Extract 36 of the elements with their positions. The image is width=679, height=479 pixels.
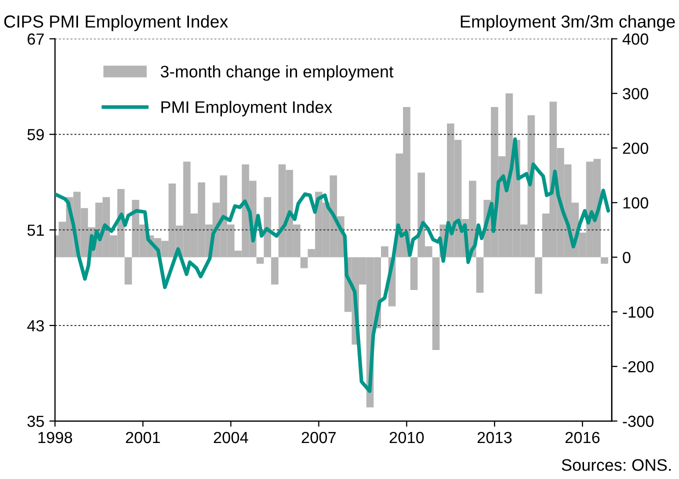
bar bbox=[600, 257, 608, 264]
x-tick-label: 2004 bbox=[214, 432, 248, 444]
x-tick-label: 2007 bbox=[302, 432, 336, 444]
bar bbox=[476, 257, 484, 293]
x-tick-label: 1998 bbox=[38, 432, 72, 444]
bar bbox=[432, 257, 440, 350]
bar bbox=[410, 257, 418, 290]
source-note: Sources: ONS. bbox=[562, 459, 671, 471]
y-axis-title: CIPS PMI Employment Index bbox=[4, 14, 228, 32]
bar bbox=[271, 257, 278, 285]
y-tick-label: 43 bbox=[27, 320, 44, 332]
y2-tick-label: 400 bbox=[622, 33, 648, 45]
y-tick-label: 51 bbox=[27, 224, 44, 236]
y2-tick-label: -300 bbox=[622, 416, 654, 427]
y-tick-label: 67 bbox=[28, 33, 44, 45]
x-tick-label: 2016 bbox=[566, 432, 600, 444]
bar bbox=[256, 257, 264, 264]
bar bbox=[124, 257, 132, 285]
y2-tick-label: 100 bbox=[623, 197, 648, 209]
x-tick-label: 2010 bbox=[390, 432, 424, 444]
bar bbox=[534, 257, 542, 294]
line-series bbox=[55, 137, 610, 393]
y2-tick-label: -100 bbox=[622, 306, 654, 318]
y2-tick-label: -200 bbox=[622, 361, 654, 372]
legend-label: 3-month change in employment bbox=[160, 65, 394, 81]
bar bbox=[300, 257, 308, 268]
x-tick-label: 2013 bbox=[478, 432, 512, 444]
y-tick-label: 59 bbox=[27, 128, 44, 140]
legend-label: PMI Employment Index bbox=[161, 100, 332, 116]
y2-tick-label: 300 bbox=[622, 88, 648, 100]
y-tick-label: 35 bbox=[27, 416, 44, 427]
x-tick-label: 2001 bbox=[126, 432, 160, 444]
y2-tick-label: 0 bbox=[622, 252, 630, 264]
y2-axis-title: Employment 3m/3m change bbox=[460, 14, 675, 32]
bar bbox=[381, 246, 388, 258]
y2-tick-label: 200 bbox=[623, 142, 648, 154]
